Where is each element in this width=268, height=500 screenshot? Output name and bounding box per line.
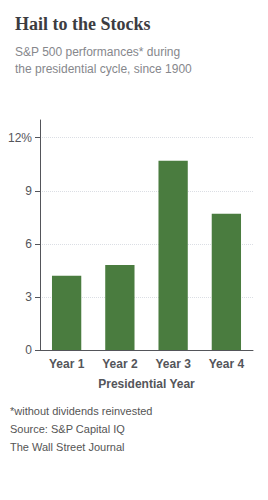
svg-text:3: 3 xyxy=(25,290,32,304)
svg-text:6: 6 xyxy=(25,237,32,251)
svg-text:The Wall Street Journal: The Wall Street Journal xyxy=(10,441,125,453)
svg-text:0: 0 xyxy=(25,343,32,357)
svg-text:Presidential Year: Presidential Year xyxy=(98,377,195,391)
svg-text:Year 3: Year 3 xyxy=(155,357,191,371)
svg-text:Source: S&P Capital IQ: Source: S&P Capital IQ xyxy=(10,423,125,435)
svg-text:the presidential cycle, since: the presidential cycle, since 1900 xyxy=(15,62,192,76)
svg-text:Year 1: Year 1 xyxy=(49,357,85,371)
svg-text:Year 4: Year 4 xyxy=(209,357,245,371)
svg-text:Year 2: Year 2 xyxy=(102,357,138,371)
svg-text:12%: 12% xyxy=(8,131,32,145)
svg-text:S&P 500 performances* during: S&P 500 performances* during xyxy=(15,45,180,59)
svg-text:Hail to the Stocks: Hail to the Stocks xyxy=(15,14,151,34)
svg-text:*without dividends reinvested: *without dividends reinvested xyxy=(10,405,152,417)
svg-text:9: 9 xyxy=(25,184,32,198)
